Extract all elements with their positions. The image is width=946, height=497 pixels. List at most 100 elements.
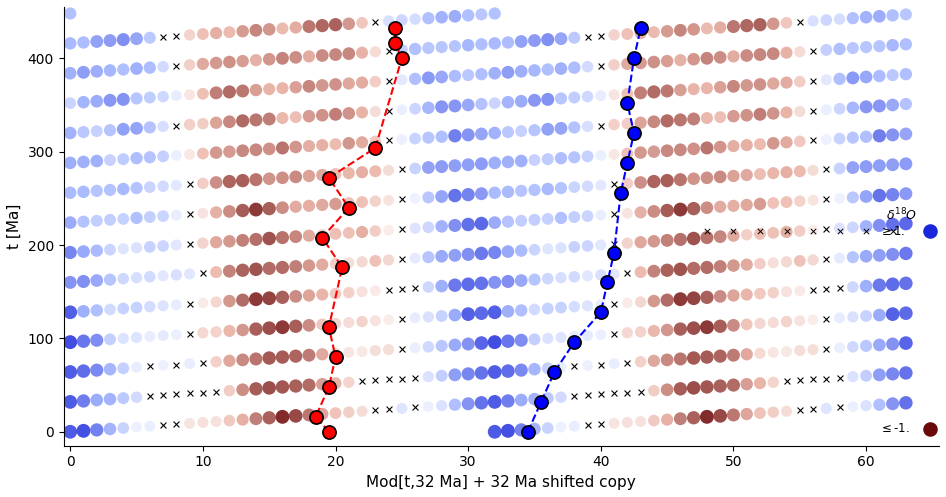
Point [249, 206, 264, 214]
Point [832, 224, 847, 232]
Point [208, 268, 223, 276]
Point [381, 107, 396, 115]
Point [792, 48, 807, 56]
Point [76, 337, 91, 345]
Point [76, 128, 91, 136]
Point [739, 22, 754, 30]
Point [659, 207, 674, 215]
Point [765, 229, 780, 237]
Point [686, 354, 701, 362]
Point [872, 401, 887, 409]
Point [129, 363, 144, 371]
Point [328, 349, 343, 357]
Point [739, 111, 754, 119]
Point [673, 265, 688, 273]
Point [142, 243, 157, 251]
Point [553, 124, 569, 132]
Point [142, 213, 157, 221]
Point [408, 404, 423, 412]
Point [899, 130, 914, 138]
Point [779, 168, 794, 176]
Point [408, 135, 423, 143]
Point [289, 233, 304, 241]
Point [129, 94, 144, 102]
Point [474, 309, 489, 317]
Point [368, 287, 383, 295]
Point [236, 326, 251, 334]
Point [302, 112, 317, 120]
Point [514, 187, 529, 195]
Point [342, 20, 357, 28]
Point [102, 395, 117, 403]
Point [792, 346, 807, 354]
Point [567, 392, 582, 400]
Point [659, 326, 674, 334]
Point [315, 171, 330, 179]
Point [195, 299, 210, 307]
Point [168, 181, 184, 189]
Point [368, 376, 383, 384]
Point [739, 410, 754, 418]
Point [832, 374, 847, 382]
Point [421, 164, 436, 171]
Point [765, 348, 780, 356]
Point [155, 421, 170, 429]
Point [487, 69, 502, 77]
Point [62, 129, 78, 137]
Point [421, 134, 436, 142]
Point [302, 381, 317, 389]
Point [315, 321, 330, 329]
Point [620, 150, 635, 158]
Point [779, 228, 794, 236]
Point [752, 140, 767, 148]
Point [686, 55, 701, 63]
Point [752, 81, 767, 88]
Point [275, 204, 290, 212]
Point [899, 190, 914, 198]
Point [646, 327, 661, 335]
Point [832, 344, 847, 352]
Point [818, 225, 833, 233]
Point [699, 413, 714, 421]
Point [620, 239, 635, 247]
Point [620, 389, 635, 397]
Point [885, 71, 901, 79]
Point [606, 240, 622, 248]
Point [328, 260, 343, 268]
Point [846, 343, 861, 351]
Point [89, 307, 104, 315]
X-axis label: Mod[t,32 Ma] + 32 Ma shifted copy: Mod[t,32 Ma] + 32 Ma shifted copy [366, 475, 637, 490]
Point [553, 274, 569, 282]
Point [102, 246, 117, 253]
Point [302, 351, 317, 359]
Point [221, 297, 236, 305]
Point [408, 284, 423, 292]
Point [580, 122, 595, 130]
Point [832, 45, 847, 53]
Point [208, 178, 223, 186]
Point [500, 128, 516, 136]
Point [540, 215, 555, 223]
Point [275, 353, 290, 361]
Point [712, 322, 727, 330]
Point [699, 353, 714, 361]
Point [474, 160, 489, 168]
Point [606, 180, 622, 188]
Point [461, 400, 476, 408]
Point [368, 346, 383, 354]
Point [155, 33, 170, 41]
Point [646, 28, 661, 36]
Point [553, 65, 569, 73]
Point [302, 22, 317, 30]
Point [381, 47, 396, 55]
Point [355, 168, 370, 176]
Point [89, 68, 104, 76]
Point [368, 257, 383, 265]
Point [540, 424, 555, 432]
Point [646, 238, 661, 246]
Point [208, 388, 223, 396]
Point [792, 376, 807, 384]
Point [540, 394, 555, 402]
Point [208, 417, 223, 425]
Point [712, 262, 727, 270]
